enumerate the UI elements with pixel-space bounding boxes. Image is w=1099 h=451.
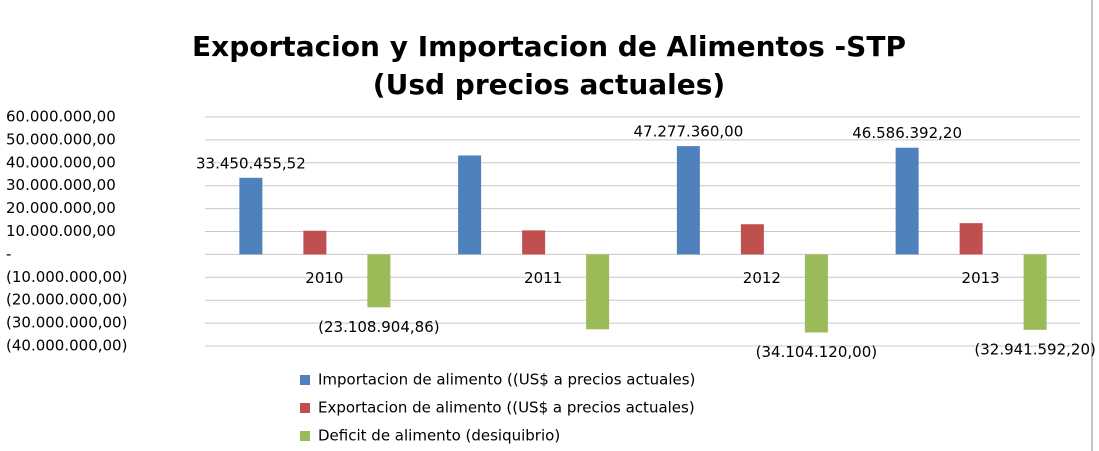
- legend-swatch: [300, 375, 310, 385]
- y-tick-label: 20.000.000,00: [6, 199, 116, 217]
- bar: [804, 254, 828, 333]
- data-label: (34.104.120,00): [756, 343, 877, 361]
- y-tick-label: 30.000.000,00: [6, 176, 116, 194]
- y-tick-label: (20.000.000,00): [6, 291, 127, 309]
- bar: [676, 146, 700, 255]
- y-tick-label: -: [6, 245, 11, 263]
- legend-label: Exportacion de alimento ((US$ a precios …: [318, 399, 695, 417]
- bar: [1023, 254, 1047, 330]
- legend-label: Deficit de alimento (desiquibrio): [318, 427, 560, 445]
- bar: [367, 254, 391, 308]
- data-label: (32.941.592,20): [974, 340, 1095, 358]
- y-tick-label: 50.000.000,00: [6, 130, 116, 148]
- bar: [740, 224, 764, 255]
- y-tick-label: (10.000.000,00): [6, 268, 127, 286]
- y-tick-label: 10.000.000,00: [6, 222, 116, 240]
- chart-subtitle: (Usd precios actuales): [373, 68, 725, 101]
- y-tick-label: (40.000.000,00): [6, 337, 127, 355]
- legend-swatch: [300, 431, 310, 441]
- bar: [586, 254, 610, 330]
- x-tick-label: 2011: [524, 269, 562, 287]
- y-tick-label: 60.000.000,00: [6, 108, 116, 126]
- legend-label: Importacion de alimento ((US$ a precios …: [318, 371, 695, 389]
- bar: [522, 230, 546, 255]
- data-label: (23.108.904,86): [318, 318, 439, 336]
- bar: [895, 147, 919, 255]
- y-tick-label: (30.000.000,00): [6, 314, 127, 332]
- data-label: 47.277.360,00: [634, 123, 744, 141]
- bar: [239, 177, 263, 255]
- bar: [959, 223, 983, 255]
- data-label: 33.450.455,52: [196, 154, 306, 172]
- data-label: 46.586.392,20: [852, 124, 962, 142]
- x-tick-label: 2013: [962, 269, 1000, 287]
- chart-title: Exportacion y Importacion de Alimentos -…: [192, 30, 906, 63]
- x-tick-label: 2010: [305, 269, 343, 287]
- bar: [303, 230, 327, 255]
- legend-swatch: [300, 403, 310, 413]
- bar: [458, 155, 482, 255]
- x-tick-label: 2012: [743, 269, 781, 287]
- y-tick-label: 40.000.000,00: [6, 153, 116, 171]
